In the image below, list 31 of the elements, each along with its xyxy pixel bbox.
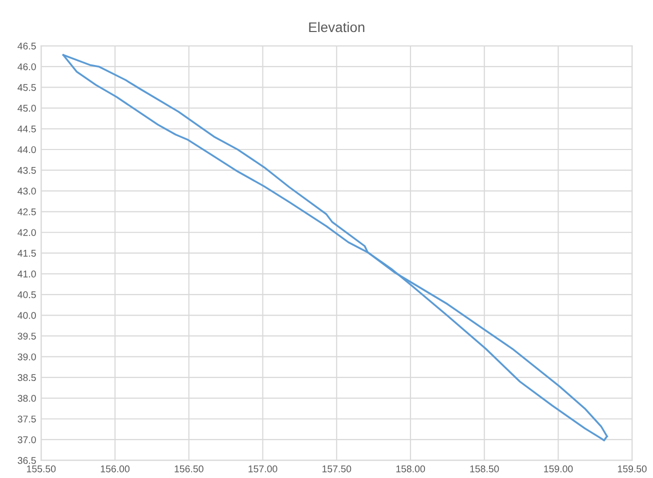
y-tick-label: 41.5 (18, 250, 36, 257)
y-tick-label: 39.0 (18, 353, 36, 360)
x-tick-label: 156.50 (174, 465, 204, 472)
y-tick-label: 43.5 (18, 166, 36, 174)
x-tick-label: 156.00 (100, 465, 130, 472)
y-tick-label: 38.5 (18, 374, 36, 382)
y-tick-label: 45.5 (18, 84, 36, 91)
y-tick-label: 37.5 (18, 416, 36, 422)
x-tick-label: 157.00 (248, 465, 278, 472)
x-tick-label: 159.50 (618, 465, 647, 472)
y-tick-label: 37.0 (18, 436, 36, 444)
x-tick-label: 157.50 (322, 465, 352, 472)
x-tick-label: 158.50 (470, 465, 499, 472)
y-tick-label: 45.0 (18, 104, 36, 112)
y-tick-label: 38.0 (18, 394, 36, 402)
y-tick-label: 39.5 (18, 332, 36, 340)
y-tick-label: 46.0 (18, 63, 36, 70)
y-tick-label: 36.5 (18, 457, 36, 464)
y-tick-label: 42.5 (18, 208, 36, 216)
x-tick-label: 159.00 (544, 465, 573, 472)
chart-title: Elevation (309, 22, 364, 32)
y-tick-label: 43.0 (18, 188, 36, 195)
x-tick-label: 158.00 (396, 465, 425, 472)
x-tick-label: 155.50 (27, 465, 56, 472)
y-tick-label: 44.5 (18, 126, 36, 132)
y-tick-label: 41.0 (18, 270, 36, 278)
y-tick-label: 40.0 (18, 312, 36, 319)
y-tick-label: 44.0 (18, 146, 36, 154)
y-tick-label: 40.5 (18, 291, 36, 298)
y-tick-label: 42.0 (18, 229, 36, 236)
y-tick-label: 46.5 (18, 42, 36, 50)
